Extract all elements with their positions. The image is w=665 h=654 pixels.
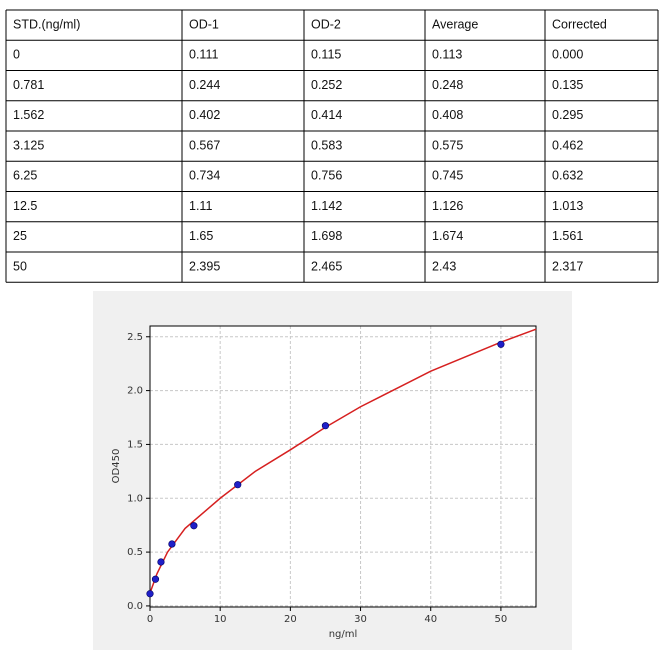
plot-area xyxy=(150,326,536,607)
table-cell: 0.781 xyxy=(13,78,44,92)
table-cell: 0.632 xyxy=(552,169,583,183)
x-axis-label: ng/ml xyxy=(329,629,358,640)
table-cell: 1.11 xyxy=(189,199,212,213)
x-tick-label: 10 xyxy=(214,614,227,625)
table-cell: 0.408 xyxy=(432,108,463,122)
table-cell: 2.317 xyxy=(552,259,583,273)
table-cell: 1.142 xyxy=(311,199,342,213)
x-tick-label: 0 xyxy=(147,614,153,625)
table-cell: 0.135 xyxy=(552,78,583,92)
table-cell: 0.734 xyxy=(189,169,220,183)
x-tick-label: 20 xyxy=(284,614,297,625)
data-point xyxy=(234,481,242,489)
table-cell: 0 xyxy=(13,48,20,62)
table-cell: 0.462 xyxy=(552,138,583,152)
table-cell: 12.5 xyxy=(13,199,37,213)
y-tick-label: 0.5 xyxy=(127,547,143,558)
header-cell: OD-2 xyxy=(311,17,341,31)
table-cell: 0.295 xyxy=(552,108,583,122)
data-point xyxy=(321,422,330,430)
table-cell: 1.698 xyxy=(311,229,342,243)
table-cell: 0.113 xyxy=(432,48,462,62)
table-cell: 0.000 xyxy=(552,48,583,62)
table-cell: 50 xyxy=(13,259,27,273)
header-cell: Average xyxy=(432,17,478,31)
header-cell: STD.(ng/ml) xyxy=(13,17,80,31)
table-cell: 0.414 xyxy=(311,108,342,122)
x-tick-label: 30 xyxy=(354,614,367,625)
table-cell: 6.25 xyxy=(13,169,37,183)
table-cell: 0.248 xyxy=(432,78,463,92)
table-cell: 3.125 xyxy=(13,138,44,152)
table-cell: 1.126 xyxy=(432,199,463,213)
table-cell: 25 xyxy=(13,229,27,243)
data-point xyxy=(146,590,154,598)
table-cell: 1.674 xyxy=(432,229,463,243)
table-cell: 0.244 xyxy=(189,78,220,92)
y-tick-label: 1.0 xyxy=(127,493,143,504)
table-cell: 2.43 xyxy=(432,259,456,273)
data-point xyxy=(151,575,160,583)
y-tick-label: 2.5 xyxy=(127,332,143,343)
fit-curve xyxy=(149,328,537,594)
table-cell: 0.745 xyxy=(432,169,463,183)
table-cell: 2.465 xyxy=(311,259,342,273)
table-cell: 2.395 xyxy=(189,259,220,273)
table-cell: 1.65 xyxy=(189,229,213,243)
table-cell: 0.575 xyxy=(432,138,463,152)
x-tick-label: 50 xyxy=(495,614,508,625)
table-cell: 1.013 xyxy=(552,199,583,213)
table-cell: 0.252 xyxy=(311,78,342,92)
table-cell: 0.583 xyxy=(311,138,342,152)
data-point xyxy=(157,558,165,566)
y-axis-label: OD450 xyxy=(111,449,122,484)
y-tick-label: 1.5 xyxy=(127,439,143,450)
x-tick-label: 40 xyxy=(424,614,437,625)
table-cell: 0.402 xyxy=(189,108,220,122)
table-cell: 0.567 xyxy=(189,138,220,152)
table-cell: 1.562 xyxy=(13,108,44,122)
y-tick-label: 2.0 xyxy=(127,386,143,397)
table-cell: 0.111 xyxy=(189,48,218,62)
table-cell: 0.756 xyxy=(311,169,342,183)
plot-frame xyxy=(149,325,537,608)
data-point xyxy=(497,340,505,348)
table-cell: 0.115 xyxy=(311,48,341,62)
table-cell: 1.561 xyxy=(552,229,583,243)
data-point xyxy=(190,522,198,530)
data-point xyxy=(168,540,176,548)
header-cell: Corrected xyxy=(552,17,607,31)
header-cell: OD-1 xyxy=(189,17,219,31)
y-tick-label: 0.0 xyxy=(127,601,143,612)
